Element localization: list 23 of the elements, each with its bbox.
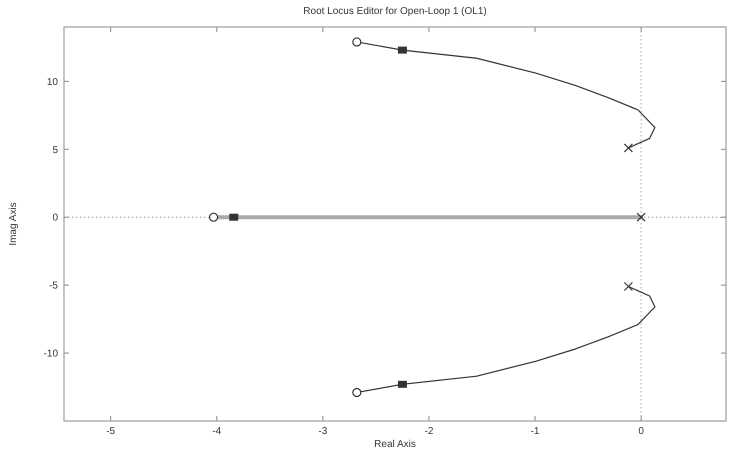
y-tick-label: 10 [46,76,58,88]
x-axis-title: Real Axis [374,439,416,450]
point [624,282,633,292]
point [398,380,407,388]
chart-title: Root Locus Editor for Open-Loop 1 (OL1) [303,6,487,17]
y-tick-label: -5 [49,280,58,292]
point [229,214,238,221]
point [624,143,633,153]
y-tick-label: 5 [52,144,58,156]
x-tick-label: -2 [424,426,434,437]
point [352,388,362,398]
point [208,212,218,222]
x-tick-label: -5 [106,426,116,437]
x-tick-label: -3 [318,426,328,437]
x-tick-label: -4 [212,426,222,437]
y-axis-title: Imag Axis [8,202,19,246]
x-tick-label: -1 [530,426,540,437]
y-tick-label: -10 [44,348,58,360]
x-tick-label: 0 [638,426,644,437]
point [636,212,646,222]
y-tick-label: 0 [52,212,58,224]
point [352,37,362,47]
point [398,46,407,54]
